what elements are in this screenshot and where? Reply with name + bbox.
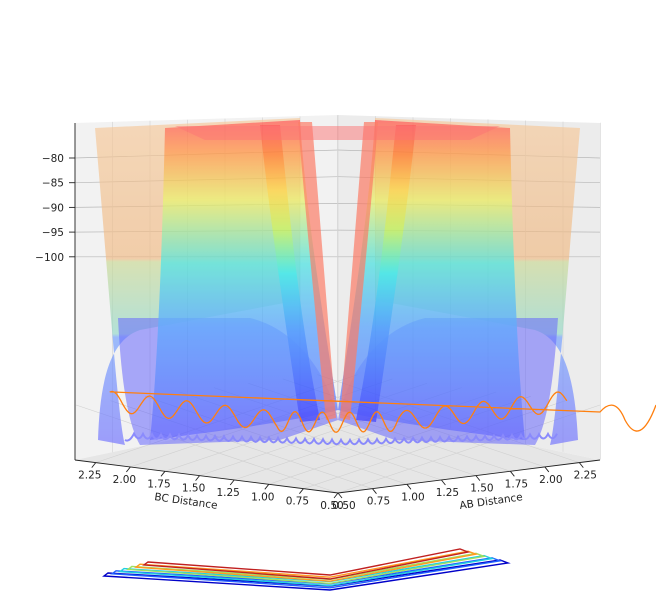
z-tick-label: −80: [42, 153, 64, 165]
x-tick-label: 1.25: [436, 487, 459, 499]
x-tick-label: 1.00: [401, 491, 424, 503]
x-tick-mark: [372, 488, 377, 494]
surface-spire-2: [356, 125, 416, 422]
x-axis-ticks: 0.50 0.75 1.00 1.25 1.50 1.75 2.00 2.25: [332, 462, 597, 512]
y-tick-mark: [91, 462, 97, 468]
surface-spire-4: [340, 122, 378, 420]
y-tick-mark: [333, 492, 339, 499]
contour-plot: [102, 548, 511, 591]
x-tick-mark: [510, 471, 515, 477]
x-tick-label: 1.50: [470, 483, 493, 495]
y-tick-label: 1.50: [182, 483, 205, 495]
y-tick-label: 2.25: [78, 470, 101, 482]
x-tick-mark: [337, 492, 343, 499]
z-tick-label: −85: [42, 178, 64, 190]
surface-top-ridge: [175, 126, 500, 140]
potential-energy-surface: [95, 118, 580, 446]
x-tick-mark: [544, 466, 550, 473]
axis-lines: [74, 123, 601, 494]
x-tick-mark: [475, 475, 481, 481]
y-tick-mark: [126, 466, 131, 473]
y-tick-label: 0.75: [286, 496, 309, 508]
surface-spire-3: [298, 122, 336, 420]
y-tick-label: 1.75: [147, 478, 170, 490]
y-tick-mark: [299, 488, 304, 494]
y-tick-label: 1.00: [251, 491, 274, 503]
floor-pane: [75, 405, 600, 493]
x-tick-label: 2.00: [539, 474, 562, 486]
wells-edge: [124, 431, 558, 446]
x-tick-label: 0.75: [367, 496, 390, 508]
x-tick-mark: [578, 462, 584, 468]
x-tick-mark: [441, 479, 446, 486]
y-tick-label: 0.50: [320, 500, 343, 512]
surface-bottom-wells: [124, 431, 558, 446]
x-axis-line: [337, 459, 601, 494]
x-tick-label: 0.50: [332, 500, 355, 512]
x-tick-mark: [406, 484, 412, 490]
z-tick-label: −90: [42, 202, 64, 214]
y-tick-mark: [160, 471, 166, 477]
y-axis-ticks: 0.50 0.75 1.00 1.25 1.50 1.75 2.00 2.25: [78, 462, 344, 512]
surface-spire-1: [260, 125, 320, 422]
y-tick-label: 1.25: [216, 487, 239, 499]
y-tick-mark: [195, 475, 200, 481]
z-tick-label: −100: [35, 252, 64, 264]
y-tick-mark: [229, 479, 235, 486]
y-axis-line: [74, 459, 339, 494]
contour-level: [134, 550, 479, 582]
x-tick-label: 1.75: [505, 478, 528, 490]
trajectory-line: [109, 390, 656, 433]
y-tick-label: 2.00: [113, 474, 136, 486]
z-axis-ticks: −80 −85 −90 −95 −100: [35, 153, 75, 264]
z-tick-label: −95: [42, 227, 64, 239]
contour-level: [142, 548, 471, 580]
x-tick-label: 2.25: [574, 470, 597, 482]
y-tick-mark: [264, 484, 270, 490]
